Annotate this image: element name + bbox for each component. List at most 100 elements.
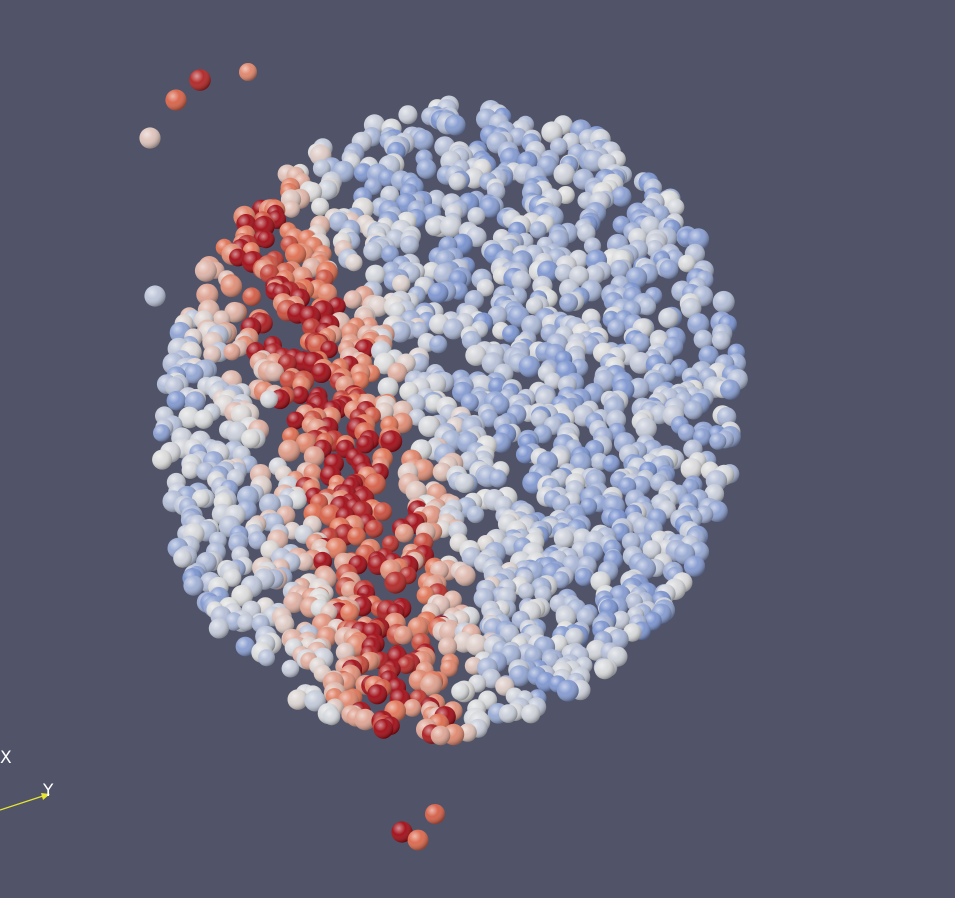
particle-shading [239, 63, 257, 81]
particle-shading [550, 137, 568, 156]
particle-shading [544, 372, 562, 390]
particle-shading [393, 625, 413, 645]
particle-shading [448, 172, 467, 191]
particle-shading [425, 804, 445, 824]
particle-shading [444, 114, 466, 136]
particle-shading [680, 297, 702, 319]
particle-shading [381, 245, 399, 264]
particle-shading [164, 376, 184, 397]
particle-shading [602, 454, 620, 473]
particle-shading [607, 319, 626, 338]
particle-shading [347, 527, 366, 546]
particle-shading [683, 400, 703, 420]
particle-shading [258, 649, 275, 667]
particle-cloud [139, 63, 748, 851]
particle-shading [427, 282, 449, 304]
particle-shading [312, 159, 331, 178]
particle-shading [281, 659, 300, 678]
particle-shading [611, 186, 632, 207]
particle-shading [189, 69, 211, 91]
particle-shading [373, 718, 394, 739]
particle-shading [720, 379, 741, 400]
particle-shading [153, 424, 171, 442]
particle-shading [658, 307, 679, 328]
particle-shading [488, 469, 507, 488]
particle-shading [525, 297, 544, 315]
particle-shading [260, 390, 278, 409]
particle-shading [265, 362, 284, 382]
particle-shading [303, 446, 325, 467]
particle-shading [460, 393, 479, 412]
particle-shading [677, 424, 696, 442]
particle-shading [295, 552, 314, 571]
particle-shading [480, 409, 499, 428]
particle-shading [425, 217, 444, 236]
particle-shading [635, 417, 657, 439]
particle-shading [389, 321, 411, 343]
particle-shading [166, 391, 186, 411]
particle-shading [403, 699, 422, 717]
particle-shading [278, 439, 301, 462]
particle-shading [291, 386, 309, 404]
particle-shading [351, 371, 370, 390]
particle-shading [467, 207, 486, 225]
particle-shading [585, 264, 605, 285]
particle-shading [466, 505, 485, 524]
particle-shading [698, 345, 719, 366]
particle-shading [678, 254, 696, 273]
particle-shading [388, 302, 406, 320]
particle-shading [285, 243, 307, 265]
particle-shading [559, 293, 578, 312]
axis-y-line [0, 794, 47, 811]
particle-shading [553, 528, 575, 549]
particle-shading [451, 682, 470, 701]
particle-shading [208, 618, 229, 639]
particle-shading [194, 409, 214, 429]
particle-shading [667, 198, 685, 216]
particle-shading [152, 449, 173, 470]
particle-shading [365, 519, 384, 538]
particle-shading [242, 287, 261, 307]
particle-shading [377, 377, 399, 398]
particle-shading [392, 274, 411, 293]
particle-shading [638, 297, 657, 316]
particle-shading [642, 540, 662, 559]
particle-shading [465, 344, 487, 366]
particle-shading [257, 230, 275, 249]
particle-shading [184, 363, 204, 384]
particle-shading [553, 163, 576, 185]
particle-shading [498, 704, 518, 723]
particle-shading [517, 582, 535, 600]
particle-shading [430, 725, 451, 746]
axis-x-label: X [0, 748, 12, 768]
particle-shading [387, 362, 408, 383]
particle-shading [310, 362, 332, 383]
particle-shading [345, 254, 363, 272]
particle-shading [711, 331, 731, 350]
particle-shading [382, 535, 399, 553]
particle-shading [139, 127, 161, 149]
particle-shading [380, 430, 403, 453]
particle-shading [442, 318, 464, 340]
particle-shading [680, 458, 703, 480]
particle-shading [515, 445, 535, 464]
particle-shading [181, 461, 199, 479]
particle-shading [220, 275, 243, 298]
particle-shading [418, 415, 440, 438]
particle-shading [363, 241, 383, 261]
particle-shading [529, 221, 547, 239]
particle-shading [183, 575, 204, 596]
particle-shading [194, 259, 217, 282]
particle-shading [556, 679, 579, 702]
particle-shading [343, 290, 362, 309]
particle-shading [407, 829, 429, 851]
particle-shading [429, 335, 448, 354]
particle-shading [364, 473, 386, 495]
particle-shading [178, 406, 200, 429]
particle-shading [259, 493, 281, 516]
particle-shading [196, 283, 219, 306]
particle-shading [356, 435, 375, 454]
particle-shading [454, 565, 476, 586]
